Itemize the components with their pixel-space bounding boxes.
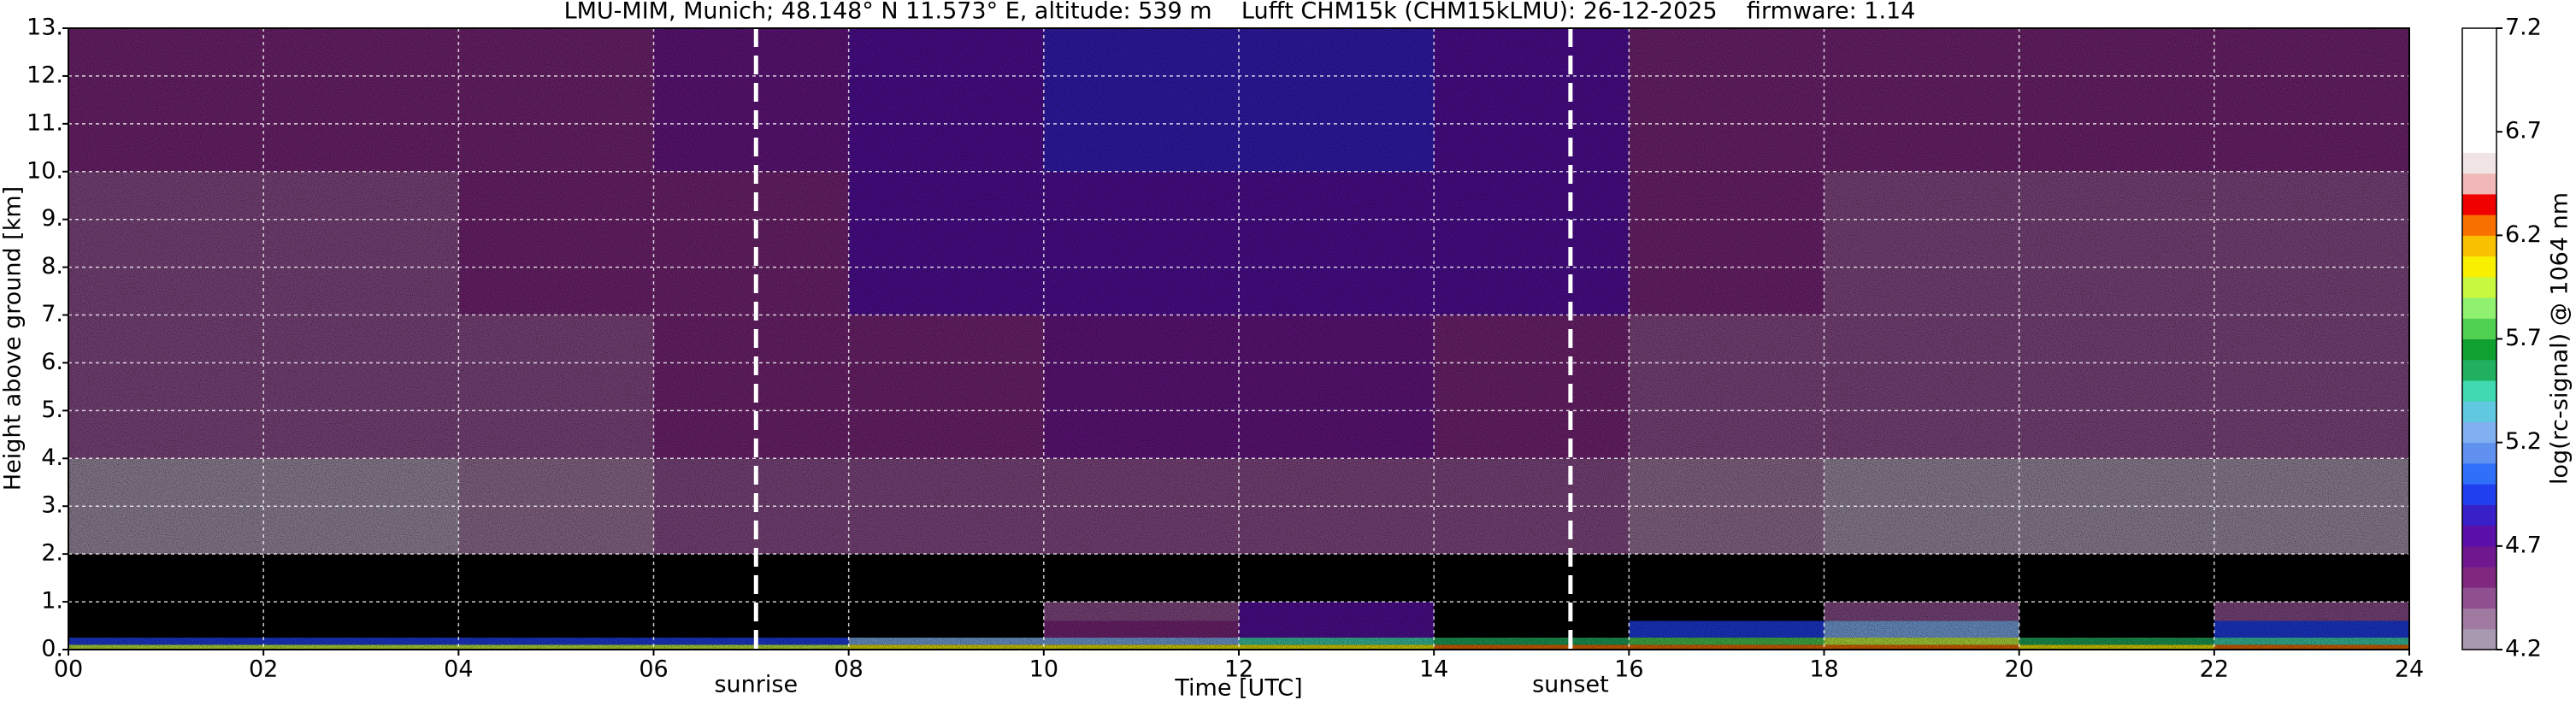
colorbar-swatch <box>2462 628 2496 650</box>
colorbar-swatch <box>2462 132 2496 153</box>
x-tick-label: 16 <box>1614 656 1643 683</box>
y-tick-label: 0. <box>41 636 63 662</box>
y-tick-label: 12. <box>27 62 63 88</box>
colorbar-swatch <box>2462 608 2496 630</box>
colorbar-swatch <box>2462 484 2496 505</box>
colorbar-swatch <box>2462 587 2496 609</box>
plot-frame <box>68 27 2410 650</box>
x-tick-label: 12 <box>1224 656 1253 683</box>
y-tick-label: 7. <box>41 301 63 327</box>
x-tick-label: 08 <box>834 656 863 683</box>
colorbar-swatch <box>2462 567 2496 588</box>
colorbar-swatch <box>2462 110 2496 132</box>
y-tick-label: 9. <box>41 205 63 232</box>
y-tick-label: 2. <box>41 540 63 567</box>
colorbar-tick-label: 5.7 <box>2505 325 2542 351</box>
chart-title: LMU-MIM, Munich; 48.148° N 11.573° E, al… <box>564 0 1916 25</box>
colorbar-swatch <box>2462 28 2496 50</box>
x-tick-label: 00 <box>54 656 83 683</box>
y-tick-label: 3. <box>41 492 63 519</box>
x-tick-label: 06 <box>639 656 668 683</box>
colorbar-swatch <box>2462 297 2496 319</box>
colorbar-tick-label: 6.7 <box>2505 118 2542 144</box>
y-tick-label: 10. <box>27 157 63 184</box>
colorbar-swatch <box>2462 338 2496 361</box>
annotation-label: sunset <box>1532 672 1609 698</box>
x-tick-label: 22 <box>2200 656 2229 683</box>
x-tick-label: 18 <box>1809 656 1838 683</box>
y-tick-label: 11. <box>27 109 63 136</box>
y-tick-label: 1. <box>41 588 63 615</box>
colorbar-swatch <box>2462 49 2496 70</box>
colorbar-tick-label: 5.2 <box>2505 428 2542 455</box>
colorbar-swatch <box>2462 152 2496 174</box>
y-tick-label: 4. <box>41 444 63 471</box>
colorbar-swatch <box>2462 545 2496 568</box>
annotation-label: sunrise <box>714 672 798 698</box>
colorbar-swatch <box>2462 359 2496 381</box>
colorbar-swatch <box>2462 504 2496 527</box>
colorbar-swatch <box>2462 256 2496 278</box>
y-tick-label: 6. <box>41 349 63 375</box>
colorbar-swatch <box>2462 442 2496 464</box>
colorbar-swatch <box>2462 318 2496 339</box>
colorbar-swatch <box>2462 462 2496 485</box>
colorbar-tick-label: 7.2 <box>2505 15 2542 41</box>
x-tick-label: 20 <box>2004 656 2033 683</box>
colorbar-swatch <box>2462 69 2496 91</box>
colorbar-label: log(rc-signal) @ 1064 nm <box>2547 192 2573 485</box>
x-tick-label: 04 <box>444 656 473 683</box>
colorbar-swatch <box>2462 379 2496 402</box>
colorbar-swatch <box>2462 173 2496 195</box>
x-tick-label: 02 <box>249 656 278 683</box>
y-axis-label: Height above ground [km] <box>0 186 27 491</box>
colorbar-tick-label: 6.2 <box>2505 221 2542 248</box>
x-tick-label: 14 <box>1419 656 1448 683</box>
colorbar-swatch <box>2462 215 2496 236</box>
colorbar-swatch <box>2462 525 2496 547</box>
colorbar-swatch <box>2462 90 2496 112</box>
y-tick-label: 5. <box>41 397 63 423</box>
y-tick-label: 8. <box>41 253 63 279</box>
colorbar-swatch <box>2462 235 2496 257</box>
x-axis-label: Time [UTC] <box>1174 675 1302 702</box>
colorbar-swatch <box>2462 421 2496 444</box>
colorbar-swatch <box>2462 276 2496 298</box>
x-tick-label: 24 <box>2395 656 2424 683</box>
y-tick-label: 13. <box>27 15 63 41</box>
colorbar-swatch <box>2462 193 2496 215</box>
x-tick-label: 10 <box>1029 656 1058 683</box>
colorbar-tick-label: 4.2 <box>2505 636 2542 662</box>
colorbar-tick-label: 4.7 <box>2505 532 2542 558</box>
colorbar-swatch <box>2462 401 2496 422</box>
